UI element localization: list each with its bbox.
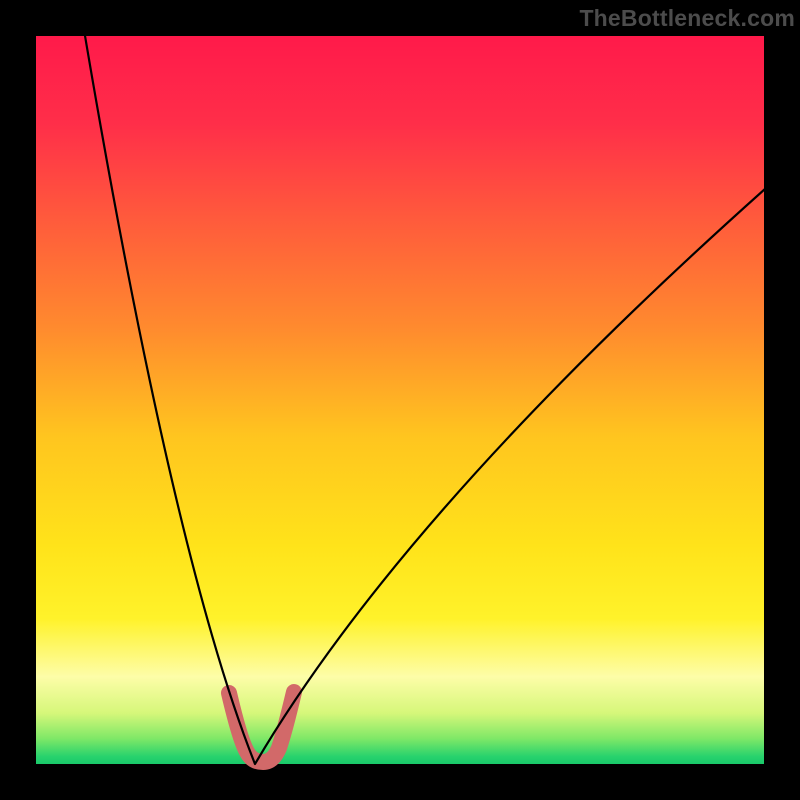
chart-plot-area xyxy=(36,36,764,764)
chart-canvas: TheBottleneck.com xyxy=(0,0,800,800)
watermark-text: TheBottleneck.com xyxy=(579,5,795,32)
